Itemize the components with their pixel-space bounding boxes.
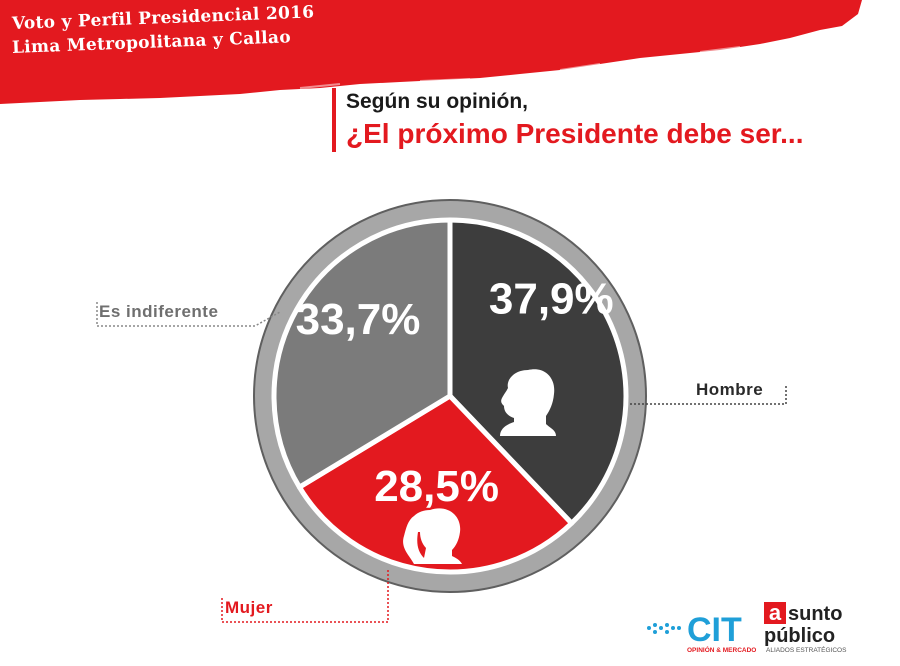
asunto-logo-subtext: ALIADOS ESTRATÉGICOS (766, 645, 847, 654)
label-hombre: Hombre (696, 380, 764, 399)
value-label-mujer: 28,5% (374, 462, 499, 511)
asunto-logo-a: a (769, 600, 782, 625)
pie-slice-es-indiferente (271, 217, 453, 490)
question-line2: ¿El próximo Presidente debe ser... (346, 118, 804, 149)
cit-logo-text: CIT (687, 611, 742, 649)
asunto-logo-line2: público (764, 625, 835, 647)
male-head-icon (500, 369, 556, 436)
value-label-hombre: 37,9% (489, 274, 614, 323)
cit-logo: CIT OPINIÓN & MERCADO (647, 611, 756, 654)
connector-mujer (222, 570, 389, 623)
cit-logo-subtext: OPINIÓN & MERCADO (687, 645, 756, 654)
header-banner (0, 0, 862, 104)
female-head-icon (403, 508, 462, 564)
label-es-indiferente: Es indiferente (99, 302, 219, 321)
asunto-publico-logo: a sunto público ALIADOS ESTRATÉGICOS (764, 600, 847, 654)
asunto-logo-line1: sunto (788, 603, 842, 625)
question-accent-bar (332, 88, 336, 152)
label-mujer: Mujer (225, 598, 273, 617)
connector-indiferente (97, 311, 281, 327)
question-line1: Según su opinión, (346, 90, 528, 113)
connector-hombre (630, 384, 787, 405)
value-label-es-indiferente: 33,7% (296, 295, 421, 344)
pie-slice-mujer (296, 393, 575, 575)
